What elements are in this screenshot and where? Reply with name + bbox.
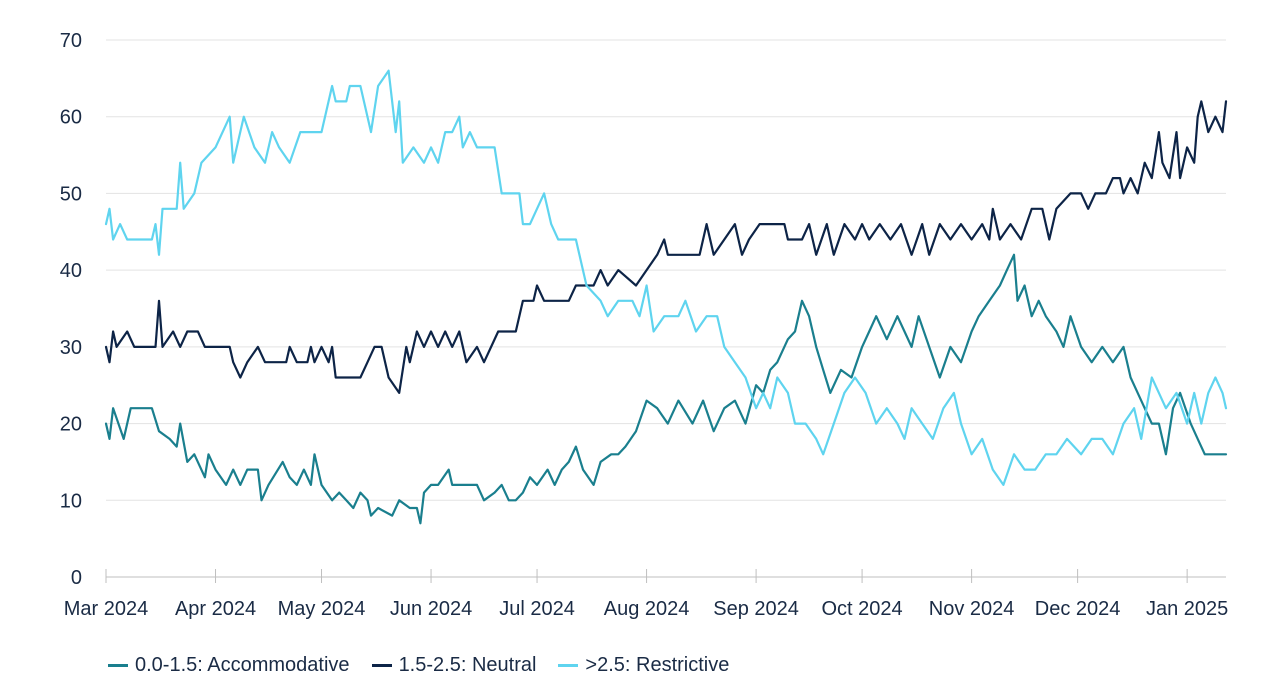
legend-label: >2.5: Restrictive	[585, 654, 730, 676]
gridlines	[106, 39, 1226, 501]
x-tick-label: Sep 2024	[713, 598, 799, 620]
series-line-2	[104, 100, 1228, 394]
y-tick-label: 0	[71, 567, 82, 589]
x-tick-label: Dec 2024	[1035, 598, 1121, 620]
x-tick-label: Apr 2024	[175, 598, 256, 620]
series-line-1	[104, 253, 1228, 525]
x-tick-label: Jan 2025	[1146, 598, 1228, 620]
x-tick-label: Jun 2024	[390, 598, 472, 620]
legend-swatch	[371, 664, 392, 667]
line-chart: 0 10 20 30 40 50 60 70 Mar 2024 Apr 2024 May 2024 J…	[60, 30, 1229, 620]
legend-item-2: 1.5-2.5: Neutral	[371, 654, 537, 677]
legend-swatch	[108, 664, 128, 667]
legend-swatch	[558, 664, 579, 667]
legend-item-1: 0.0-1.5: Accommodative	[108, 654, 350, 677]
legend-label: 0.0-1.5: Accommodative	[135, 654, 350, 676]
x-tick-label: Nov 2024	[929, 598, 1015, 620]
y-tick-label: 70	[60, 30, 82, 52]
y-tick-label: 50	[60, 183, 82, 205]
axes: 0 10 20 30 40 50 60 70 Mar 2024 Apr 2024 May 2024 J…	[60, 30, 1229, 620]
x-tick-label: Jul 2024	[499, 598, 575, 620]
y-tick-label: 20	[60, 414, 82, 436]
series-line-3	[104, 69, 1228, 486]
y-tick-label: 40	[60, 260, 82, 282]
y-tick-label: 30	[60, 337, 82, 359]
legend-label: 1.5-2.5: Neutral	[398, 654, 537, 676]
y-tick-label: 60	[60, 107, 82, 129]
x-tick-label: May 2024	[278, 598, 366, 620]
x-tick-label: Oct 2024	[822, 598, 903, 620]
legend: 0.0-1.5: Accommodative 1.5-2.5: Neutral >2…	[108, 654, 729, 677]
y-tick-label: 10	[60, 490, 82, 512]
legend-item-3: >2.5: Restrictive	[558, 654, 729, 677]
x-tick-label: Aug 2024	[604, 598, 690, 620]
series-lines	[104, 69, 1228, 525]
x-tick-label: Mar 2024	[64, 598, 149, 620]
